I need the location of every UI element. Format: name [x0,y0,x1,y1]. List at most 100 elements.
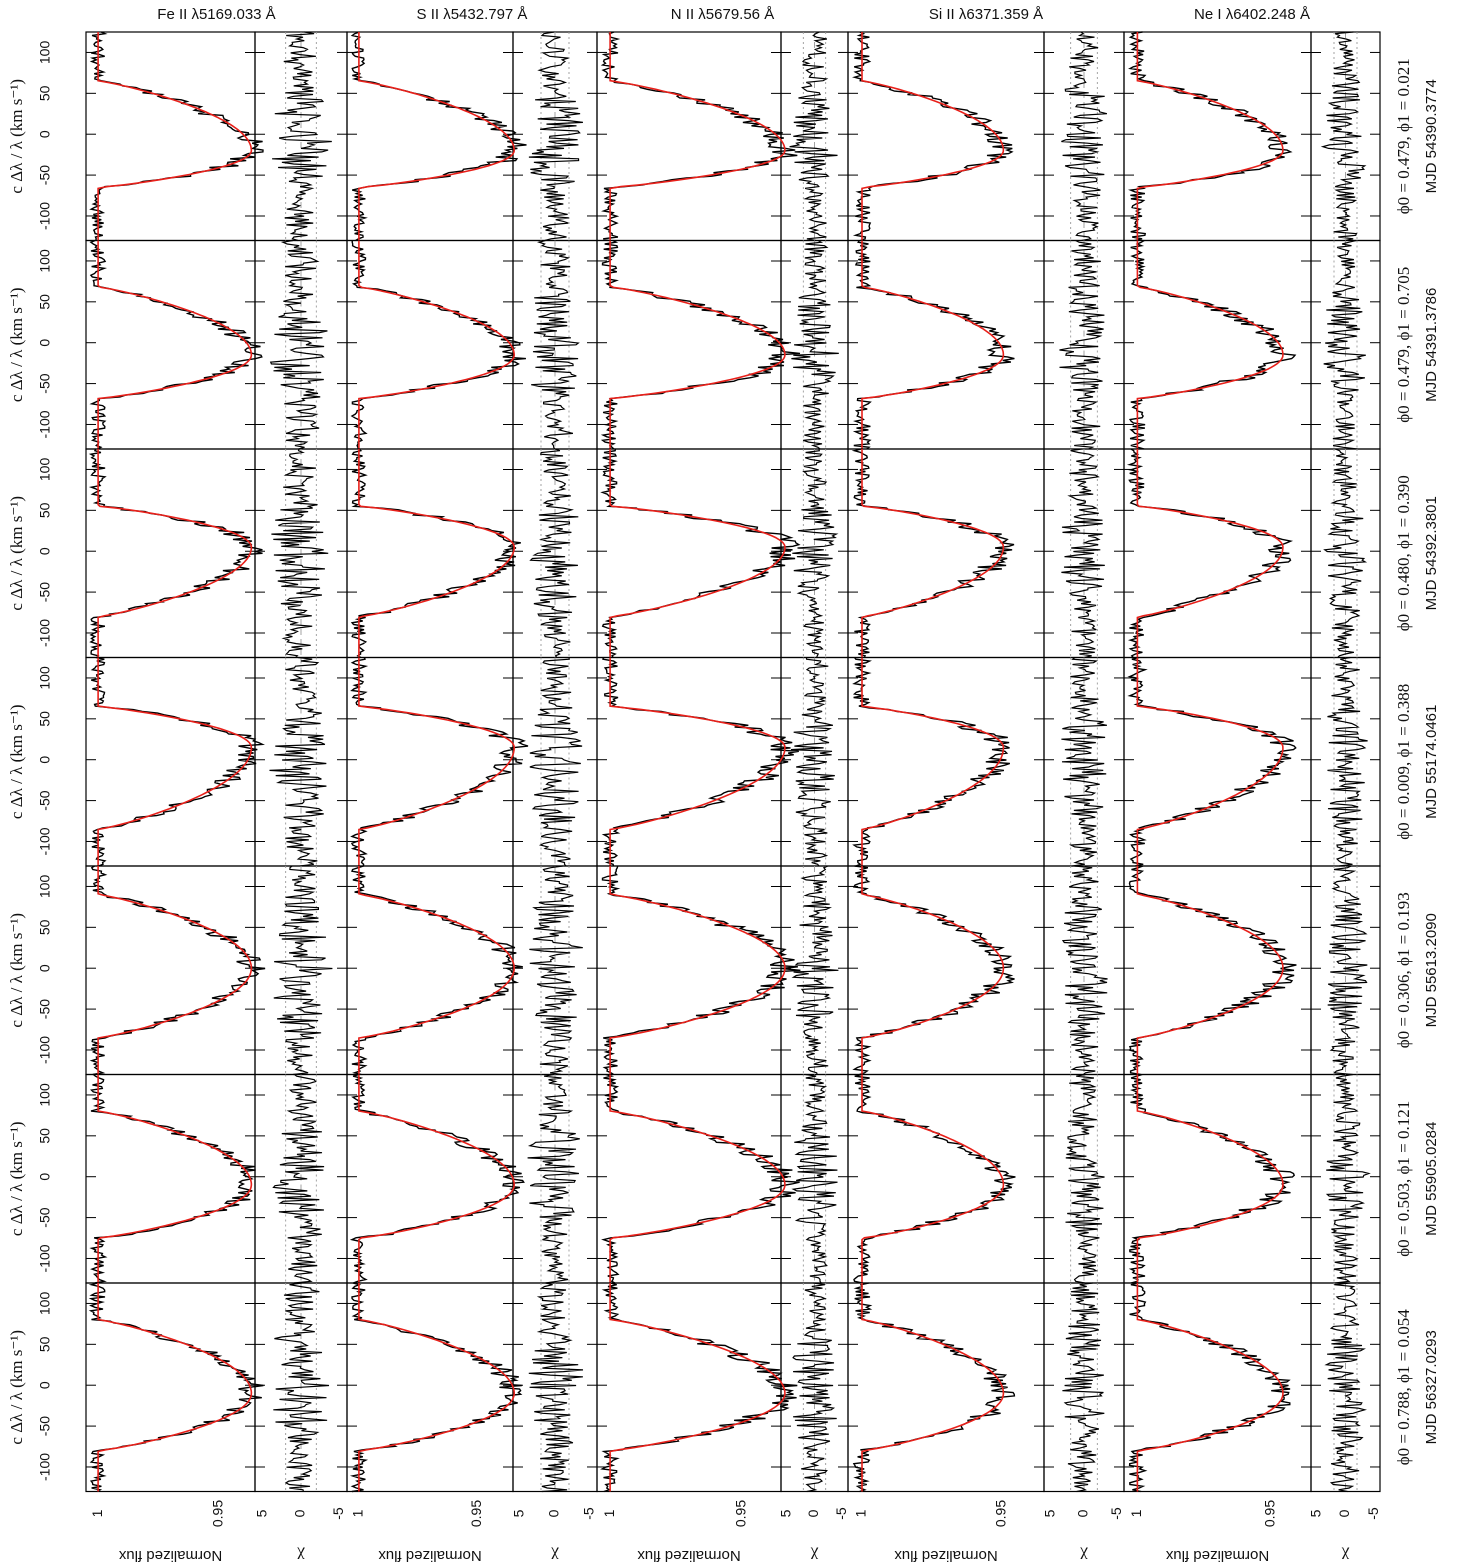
model-profile-line [97,1074,253,1283]
model-profile-line [1136,866,1284,1075]
residual-line [529,448,579,658]
chi-tick-label: 5 [511,1509,527,1517]
observation-mjd-label: MJD 55905.0284 [1423,1122,1440,1236]
cell-fe-row-4 [85,865,348,1076]
observed-profile-line [1128,1073,1296,1284]
chi-tick-label: 0 [292,1509,308,1517]
cell-ne-row-6 [1123,1282,1381,1493]
chi-tick-label: -5 [1365,1507,1381,1520]
observed-profile-line [350,448,521,659]
residual-line [789,31,838,242]
residual-line [1065,1073,1105,1284]
cell-n-row-2 [596,448,849,659]
flux-tick-label: 1 [601,1509,617,1517]
model-profile-line [358,240,516,449]
observed-profile-line [89,865,266,1076]
cell-s-row-3 [346,656,598,867]
velocity-tick-label: 100 [37,1292,53,1316]
velocity-axis-label: c Δλ / λ (km s⁻¹) [7,496,26,611]
cell-fe-row-5 [85,1073,348,1284]
profile-panel-frame [85,656,256,867]
flux-tick-label: 0.95 [993,1500,1009,1527]
velocity-tick-label: 0 [37,339,53,347]
observation-mjd-label: MJD 54391.3786 [1423,288,1440,402]
column-title-n: N II λ5679.56 Å [671,6,774,23]
velocity-tick-label: -50 [37,790,53,810]
chi-tick-label: 5 [777,1509,793,1517]
observation-phase-label: ϕ0 = 0.479, ϕ1 = 0.021 [1394,58,1413,214]
residual-line [272,31,332,242]
residual-line [1320,31,1367,242]
velocity-axis-label: c Δλ / λ (km s⁻¹) [7,287,26,402]
residual-line [1324,1282,1367,1493]
profile-panel-frame [85,31,256,242]
velocity-tick-label: 50 [37,294,53,310]
cell-si-row-5 [847,1073,1125,1284]
velocity-tick-label: 0 [37,547,53,555]
flux-axis-label: Normalized flux [1165,1547,1269,1564]
chi-tick-label: 0 [1075,1509,1091,1517]
velocity-tick-label: 100 [37,666,53,690]
profile-panel-frame [85,239,256,450]
observed-profile-line [601,657,799,867]
profile-panel-frame [346,239,514,450]
velocity-tick-label: 50 [37,919,53,935]
observed-profile-line [601,1073,800,1284]
observed-profile-line [1127,656,1297,867]
profile-panel-frame [847,656,1045,867]
cell-n-row-5 [596,1073,849,1284]
profile-panel-frame [85,1282,256,1493]
velocity-tick-label: -50 [37,582,53,602]
velocity-tick-label: 50 [37,711,53,727]
cell-fe-row-0 [85,31,348,242]
velocity-axis-label: c Δλ / λ (km s⁻¹) [7,79,26,194]
model-profile-line [97,240,253,449]
residual-line [529,657,583,867]
model-profile-line [97,866,253,1075]
velocity-tick-label: 100 [37,458,53,482]
observed-profile-line [88,1282,264,1493]
cell-n-row-1 [596,239,849,450]
model-profile-line [97,1283,253,1492]
cell-si-row-4 [847,865,1125,1076]
profile-panel-frame [847,31,1045,242]
flux-tick-label: 1 [350,1509,366,1517]
model-profile-line [609,1074,786,1283]
residual-line [528,1282,584,1493]
profile-panel-frame [346,31,514,242]
observed-profile-line [350,31,527,242]
chi-tick-label: -5 [833,1507,849,1520]
chi-axis-label: χ [1341,1547,1350,1566]
velocity-tick-label: 50 [37,85,53,101]
column-title-s: S II λ5432.797 Å [417,6,528,23]
cell-ne-row-5 [1123,1073,1381,1284]
profile-panel-frame [346,1282,514,1493]
observation-mjd-label: MJD 56327.0293 [1423,1330,1440,1444]
velocity-tick-label: 0 [37,1173,53,1181]
observation-phase-label: ϕ0 = 0.480, ϕ1 = 0.390 [1394,475,1413,631]
chi-tick-label: 0 [805,1509,821,1517]
profile-panel-frame [85,1073,256,1284]
model-profile-line [358,1283,516,1492]
profile-panel-frame [596,239,782,450]
profile-panel-frame [346,448,514,659]
velocity-tick-label: -100 [37,410,53,438]
model-profile-line [97,449,253,658]
residual-line [1327,865,1368,1076]
velocity-tick-label: -50 [37,373,53,393]
observed-profile-line [350,657,529,867]
residual-line [271,448,329,658]
profile-panel-frame [596,1282,782,1493]
residual-line [792,448,839,658]
observed-profile-line [1128,1282,1291,1493]
residual-line [269,239,328,450]
flux-tick-label: 1 [1128,1509,1144,1517]
velocity-tick-label: 100 [37,41,53,65]
column-title-si: Si II λ6371.359 Å [929,6,1043,23]
profile-panel-frame [1123,1073,1312,1284]
chi-tick-label: 0 [1336,1509,1352,1517]
flux-tick-label: 0.95 [209,1500,225,1527]
observed-profile-line [601,865,801,1076]
flux-axis-label: Normalized flux [118,1547,222,1564]
